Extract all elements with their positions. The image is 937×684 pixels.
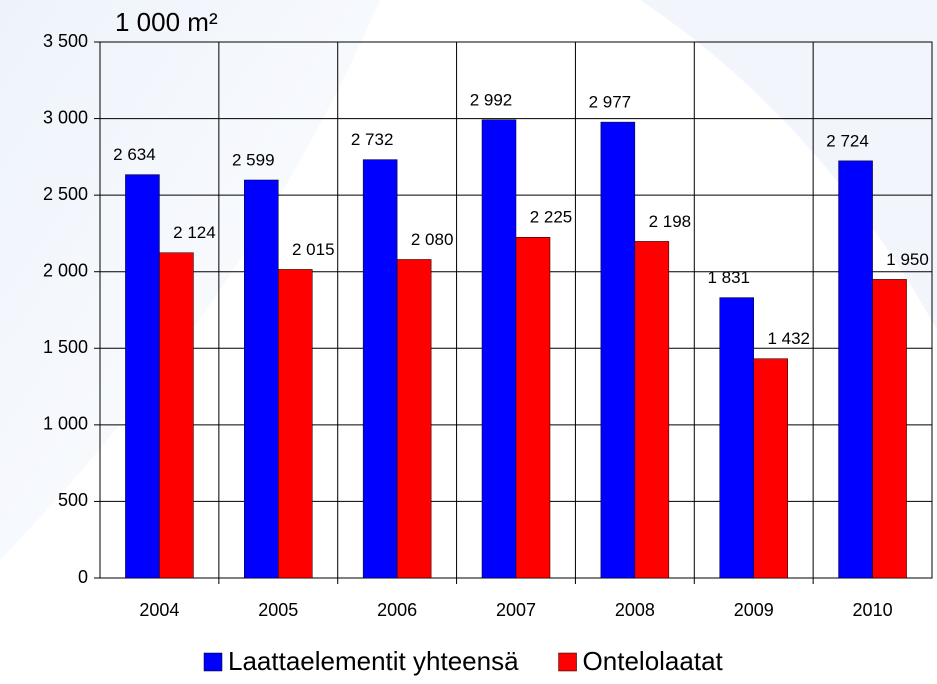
value-label: 2 015: [292, 240, 335, 259]
bar: [753, 358, 788, 579]
legend-label: Ontelolaatat: [583, 646, 724, 676]
y-tick-label: 3 000: [43, 107, 88, 127]
y-axis-label: 1 000 m²: [115, 7, 218, 37]
value-label: 1 831: [707, 268, 750, 287]
bar: [244, 179, 279, 579]
y-tick-label: 2 000: [43, 260, 88, 280]
bar: [481, 119, 517, 579]
x-tick-label: 2004: [139, 600, 179, 620]
legend-label: Laattaelementit yhteensä: [228, 646, 519, 676]
bar: [600, 121, 636, 579]
y-tick-label: 0: [78, 567, 88, 587]
value-label: 2 225: [530, 208, 573, 227]
bar: [872, 279, 907, 579]
x-tick-label: 2009: [734, 600, 774, 620]
x-tick-label: 2010: [853, 600, 893, 620]
bar: [719, 297, 754, 579]
value-label: 1 950: [886, 250, 929, 269]
x-tick-label: 2006: [377, 600, 417, 620]
bar: [125, 174, 160, 579]
value-label: 2 599: [232, 150, 275, 169]
bar: [634, 241, 670, 579]
legend-swatch: [203, 652, 223, 672]
value-label: 2 732: [351, 130, 394, 149]
value-label: 2 634: [113, 145, 156, 164]
value-label: 2 124: [173, 223, 216, 242]
bar: [278, 269, 313, 579]
y-tick-label: 1 000: [43, 414, 88, 434]
y-tick-label: 500: [58, 490, 88, 510]
value-label: 2 977: [589, 93, 632, 112]
bar: [362, 159, 398, 579]
y-tick-label: 2 500: [43, 184, 88, 204]
legend-swatch: [558, 652, 577, 672]
x-tick-label: 2005: [258, 600, 298, 620]
y-tick-label: 1 500: [43, 337, 88, 357]
y-tick-label: 3 500: [43, 31, 88, 51]
bar: [159, 252, 194, 579]
value-label: 2 198: [649, 212, 692, 231]
value-label: 1 432: [767, 329, 810, 348]
value-label: 2 992: [470, 90, 513, 109]
bar: [515, 237, 551, 579]
bar: [838, 160, 873, 579]
x-tick-label: 2007: [496, 600, 536, 620]
background-swoosh: [640, 0, 937, 330]
bar: [396, 259, 432, 579]
value-label: 2 080: [411, 230, 454, 249]
value-label: 2 724: [826, 131, 869, 150]
x-tick-label: 2008: [615, 600, 655, 620]
